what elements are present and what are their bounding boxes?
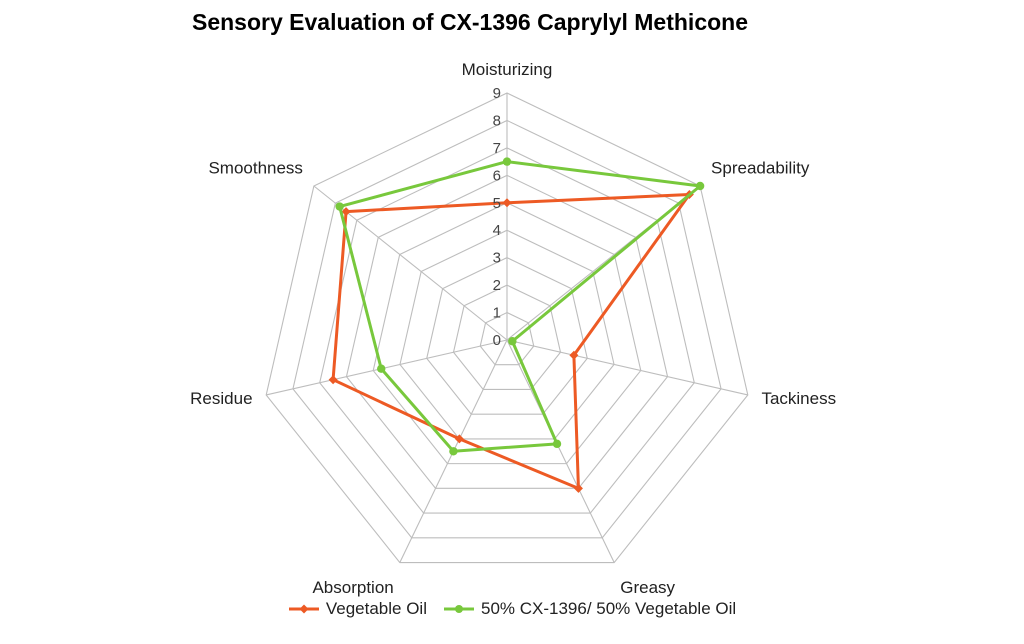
grid-ring-2 bbox=[452, 284, 562, 391]
radar-series bbox=[328, 157, 705, 493]
tick-label-5: 5 bbox=[493, 195, 501, 212]
series-1-marker-6 bbox=[335, 202, 344, 211]
axis-label-residue: Residue bbox=[190, 389, 252, 408]
series-1-marker-3 bbox=[552, 439, 562, 449]
grid-ring-8 bbox=[292, 119, 722, 539]
grid-ring-4 bbox=[399, 229, 615, 440]
grid-ring-3 bbox=[426, 257, 588, 415]
grid-spoke-3 bbox=[506, 339, 615, 563]
legend: Vegetable Oil 50% CX-1396/ 50% Vegetable… bbox=[0, 599, 1024, 619]
legend-label-vegetable-oil: Vegetable Oil bbox=[325, 599, 427, 618]
tick-label-8: 8 bbox=[493, 112, 501, 129]
legend-swatch-vegetable-oil-icon bbox=[288, 604, 319, 614]
chart-title: Sensory Evaluation of CX-1396 Caprylyl M… bbox=[192, 9, 748, 35]
series-0-marker-3 bbox=[573, 483, 583, 493]
axis-label-smoothness: Smoothness bbox=[208, 158, 303, 177]
grid-ring-9 bbox=[265, 92, 749, 564]
series-1-marker-2 bbox=[508, 337, 517, 346]
tick-label-4: 4 bbox=[493, 222, 501, 239]
tick-label-6: 6 bbox=[493, 167, 501, 184]
series-0-marker-2 bbox=[569, 350, 579, 360]
axis-label-absorption: Absorption bbox=[312, 578, 393, 597]
series-0-marker-4 bbox=[454, 434, 464, 444]
series-line-1 bbox=[338, 160, 702, 453]
tick-label-2: 2 bbox=[493, 277, 501, 294]
tick-label-0: 0 bbox=[493, 332, 501, 349]
radar-labels: 0 1 2 3 4 5 6 7 8 9 Moisturizing Spreadability Tacki… bbox=[190, 60, 836, 597]
axis-label-spreadability: Spreadability bbox=[711, 158, 810, 177]
grid-spoke-2 bbox=[506, 339, 748, 396]
series-0-marker-6 bbox=[341, 207, 351, 217]
series-1-marker-1 bbox=[695, 181, 705, 191]
series-1-marker-0 bbox=[502, 157, 512, 166]
grid-ring-5 bbox=[372, 202, 642, 465]
series-1-marker-4 bbox=[449, 447, 458, 456]
tick-label-1: 1 bbox=[493, 305, 501, 322]
series-0-marker-5 bbox=[328, 375, 338, 385]
series-line-0 bbox=[331, 193, 691, 490]
tick-label-7: 7 bbox=[493, 140, 501, 157]
tick-label-9: 9 bbox=[493, 85, 501, 102]
axis-label-moisturizing: Moisturizing bbox=[462, 60, 553, 79]
grid-spoke-5 bbox=[266, 339, 508, 396]
series-1-marker-5 bbox=[377, 364, 386, 373]
legend-item-vegetable-oil: Vegetable Oil bbox=[288, 599, 427, 619]
legend-swatch-cx-blend-icon bbox=[443, 605, 474, 613]
axis-label-tackiness: Tackiness bbox=[761, 389, 836, 408]
legend-item-cx-blend: 50% CX-1396/ 50% Vegetable Oil bbox=[443, 599, 736, 619]
tick-label-3: 3 bbox=[493, 250, 501, 267]
axis-label-greasy: Greasy bbox=[620, 578, 675, 597]
legend-label-cx-blend: 50% CX-1396/ 50% Vegetable Oil bbox=[480, 599, 737, 618]
series-0-marker-0 bbox=[502, 198, 512, 208]
